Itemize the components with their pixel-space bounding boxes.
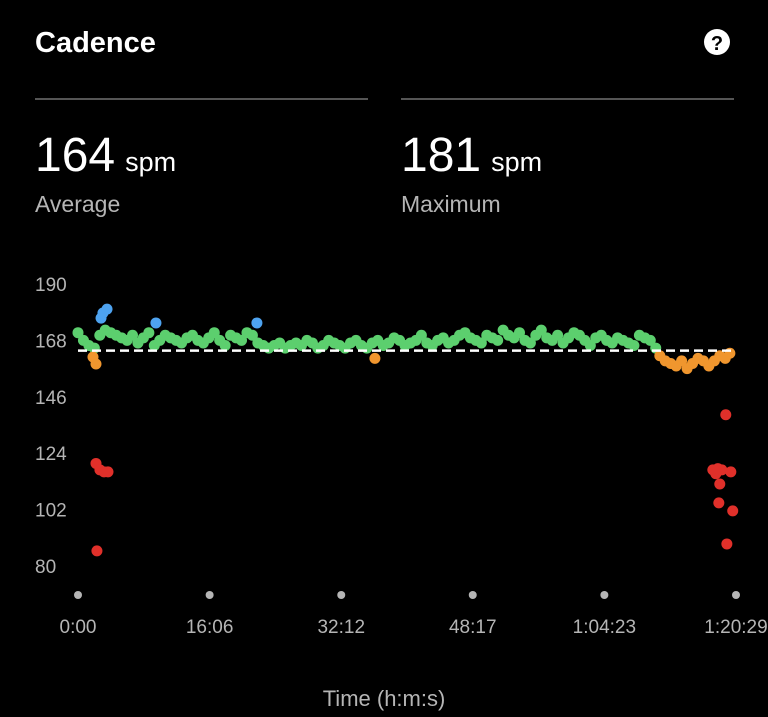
cadence-point (628, 340, 640, 352)
cadence-point (552, 329, 564, 341)
x-tick-mark (600, 591, 609, 599)
x-tick-mark (337, 591, 346, 599)
y-tick-label: 190 (35, 275, 67, 296)
help-button[interactable] (704, 29, 730, 55)
average-stat: 164 spm (35, 129, 176, 182)
y-tick-label: 124 (35, 444, 67, 465)
stat-unit: spm (491, 147, 542, 177)
help-icon[interactable]: ? (711, 33, 723, 55)
cadence-point (219, 340, 231, 352)
x-tick-label: 16:06 (186, 617, 234, 638)
stat-value: 181 (401, 129, 481, 182)
x-tick-label: 1:04:23 (573, 617, 636, 638)
stat-value: 164 (35, 129, 115, 182)
cadence-point (251, 317, 263, 329)
cadence-point (714, 478, 726, 490)
cadence-point (644, 334, 656, 346)
cadence-point (727, 505, 739, 517)
y-tick-label: 80 (35, 557, 56, 578)
cadence-point (91, 545, 103, 557)
cadence-point (716, 464, 728, 476)
cadence-point (475, 337, 487, 349)
x-tick-mark (468, 591, 477, 599)
cadence-point (72, 327, 84, 339)
x-tick-label: 48:17 (449, 617, 497, 638)
maximum-stat: 181 spm (401, 129, 542, 182)
cadence-point (720, 409, 732, 421)
cadence-point (369, 352, 381, 364)
cadence-point (725, 466, 737, 478)
x-tick-label: 32:12 (317, 617, 365, 638)
cadence-point (236, 334, 248, 346)
cadence-point (127, 329, 139, 341)
cadence-point (90, 358, 102, 370)
title: Cadence (35, 27, 156, 59)
x-tick-label: 1:20:29 (704, 617, 767, 638)
cadence-point (535, 324, 547, 336)
cadence-point (150, 317, 162, 329)
cadence-point (584, 340, 596, 352)
x-tick-mark (205, 591, 214, 599)
x-axis-label: Time (h:m:s) (323, 686, 446, 711)
cadence-point (676, 355, 688, 367)
cadence-point (101, 303, 113, 315)
cadence-point (246, 329, 258, 341)
cadence-point (713, 497, 725, 509)
cadence-point (208, 327, 220, 339)
stat-label: Maximum (401, 191, 501, 217)
cadence-point (513, 327, 525, 339)
cadence-point (724, 347, 736, 359)
cadence-point (524, 337, 536, 349)
x-tick-mark (74, 591, 82, 599)
cadence-point (143, 327, 155, 339)
cadence-point (721, 538, 733, 550)
stat-unit: spm (125, 147, 176, 177)
cadence-point (415, 329, 427, 341)
x-tick-mark (732, 591, 740, 599)
y-tick-label: 146 (35, 388, 67, 409)
cadence-point (492, 334, 504, 346)
y-tick-label: 102 (35, 501, 67, 522)
cadence-point (102, 466, 114, 478)
y-tick-label: 168 (35, 331, 67, 352)
x-tick-label: 0:00 (60, 617, 97, 638)
stat-label: Average (35, 191, 120, 217)
